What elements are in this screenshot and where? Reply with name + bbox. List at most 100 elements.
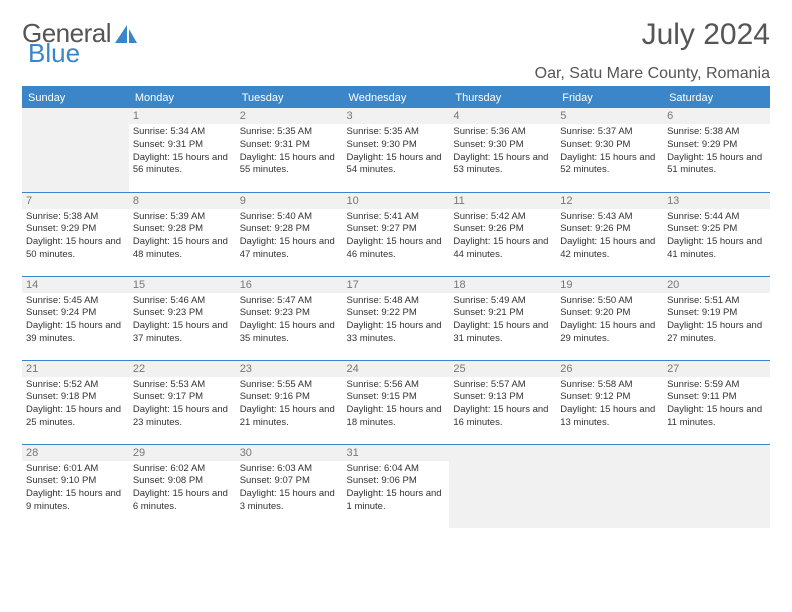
day-number: 20 (663, 277, 770, 293)
day-cell: 18Sunrise: 5:49 AMSunset: 9:21 PMDayligh… (449, 276, 556, 360)
month-title: July 2024 (642, 18, 770, 52)
day-cell: 17 Sunrise: 5:48 AMSunset: 9:22 PMDayligh… (343, 276, 450, 360)
day-number: 27 (663, 361, 770, 377)
day-cell: 19 Sunrise: 5:50 AMSunset: 9:20 PMDayligh… (556, 276, 663, 360)
day-number: 7 (22, 193, 129, 209)
day-cell: 22Sunrise: 5:53 AMSunset: 9:17 PMDayligh… (129, 360, 236, 444)
weekday-header: Thursday (449, 88, 556, 108)
day-number: 6 (663, 108, 770, 124)
day-info: Sunrise: 5:55 AMSunset: 9:16 PMDaylight:… (240, 379, 339, 430)
day-number: 14 (22, 277, 129, 293)
day-info: Sunrise: 5:51 AMSunset: 9:19 PMDaylight:… (667, 295, 766, 346)
day-number: 5 (556, 108, 663, 124)
calendar-row: 21 Sunrise: 5:52 AMSunset: 9:18 PMDayligh… (22, 360, 770, 444)
day-cell: 10 Sunrise: 5:41 AMSunset: 9:27 PMDayligh… (343, 192, 450, 276)
empty-cell (449, 444, 556, 528)
calendar-row: 1 Sunrise: 5:34 AMSunset: 9:31 PMDaylight… (22, 108, 770, 192)
day-info: Sunrise: 5:49 AMSunset: 9:21 PMDaylight:… (453, 295, 552, 346)
weekday-header: Friday (556, 88, 663, 108)
day-cell: 13Sunrise: 5:44 AMSunset: 9:25 PMDayligh… (663, 192, 770, 276)
day-info: Sunrise: 5:53 AMSunset: 9:17 PMDaylight:… (133, 379, 232, 430)
day-cell: 5Sunrise: 5:37 AMSunset: 9:30 PMDaylight… (556, 108, 663, 192)
day-info: Sunrise: 5:45 AMSunset: 9:24 PMDaylight:… (26, 295, 125, 346)
day-number: 28 (22, 445, 129, 461)
day-cell: 16 Sunrise: 5:47 AMSunset: 9:23 PMDayligh… (236, 276, 343, 360)
day-number: 23 (236, 361, 343, 377)
day-info: Sunrise: 5:36 AMSunset: 9:30 PMDaylight:… (453, 126, 552, 177)
day-info: Sunrise: 5:38 AMSunset: 9:29 PMDaylight:… (667, 126, 766, 177)
day-number: 2 (236, 108, 343, 124)
day-cell: 14 Sunrise: 5:45 AMSunset: 9:24 PMDayligh… (22, 276, 129, 360)
day-cell: 11Sunrise: 5:42 AMSunset: 9:26 PMDayligh… (449, 192, 556, 276)
day-number: 29 (129, 445, 236, 461)
location-text: Oar, Satu Mare County, Romania (535, 65, 770, 82)
day-cell: 21 Sunrise: 5:52 AMSunset: 9:18 PMDayligh… (22, 360, 129, 444)
day-info: Sunrise: 5:39 AMSunset: 9:28 PMDaylight:… (133, 211, 232, 262)
day-info: Sunrise: 5:57 AMSunset: 9:13 PMDaylight:… (453, 379, 552, 430)
day-info: Sunrise: 5:41 AMSunset: 9:27 PMDaylight:… (347, 211, 446, 262)
day-info: Sunrise: 5:35 AMSunset: 9:30 PMDaylight:… (347, 126, 446, 177)
day-cell: 1 Sunrise: 5:34 AMSunset: 9:31 PMDaylight… (129, 108, 236, 192)
day-cell: 27 Sunrise: 5:59 AMSunset: 9:11 PMDayligh… (663, 360, 770, 444)
empty-cell (663, 444, 770, 528)
day-info: Sunrise: 5:47 AMSunset: 9:23 PMDaylight:… (240, 295, 339, 346)
day-number: 19 (556, 277, 663, 293)
day-info: Sunrise: 5:46 AMSunset: 9:23 PMDaylight:… (133, 295, 232, 346)
day-info: Sunrise: 5:52 AMSunset: 9:18 PMDaylight:… (26, 379, 125, 430)
empty-cell (22, 108, 129, 192)
weekday-header-row: SundayMondayTuesdayWednesdayThursdayFrid… (22, 88, 770, 108)
day-number: 21 (22, 361, 129, 377)
day-number: 16 (236, 277, 343, 293)
weekday-header: Sunday (22, 88, 129, 108)
day-info: Sunrise: 5:42 AMSunset: 9:26 PMDaylight:… (453, 211, 552, 262)
day-number: 24 (343, 361, 450, 377)
day-cell: 31Sunrise: 6:04 AMSunset: 9:06 PMDayligh… (343, 444, 450, 528)
day-cell: 29 Sunrise: 6:02 AMSunset: 9:08 PMDayligh… (129, 444, 236, 528)
calendar-row: 7Sunrise: 5:38 AMSunset: 9:29 PMDaylight… (22, 192, 770, 276)
day-info: Sunrise: 5:58 AMSunset: 9:12 PMDaylight:… (560, 379, 659, 430)
day-number: 25 (449, 361, 556, 377)
calendar-row: 14 Sunrise: 5:45 AMSunset: 9:24 PMDayligh… (22, 276, 770, 360)
day-info: Sunrise: 6:04 AMSunset: 9:06 PMDaylight:… (347, 463, 446, 514)
day-number: 17 (343, 277, 450, 293)
day-number: 30 (236, 445, 343, 461)
day-number: 26 (556, 361, 663, 377)
day-number: 13 (663, 193, 770, 209)
day-cell: 9 Sunrise: 5:40 AMSunset: 9:28 PMDaylight… (236, 192, 343, 276)
weekday-header: Saturday (663, 88, 770, 108)
day-info: Sunrise: 5:40 AMSunset: 9:28 PMDaylight:… (240, 211, 339, 262)
title-block: July 2024 (642, 18, 770, 52)
day-info: Sunrise: 5:48 AMSunset: 9:22 PMDaylight:… (347, 295, 446, 346)
day-cell: 2Sunrise: 5:35 AMSunset: 9:31 PMDaylight… (236, 108, 343, 192)
calendar-table: SundayMondayTuesdayWednesdayThursdayFrid… (22, 88, 770, 528)
day-cell: 12Sunrise: 5:43 AMSunset: 9:26 PMDayligh… (556, 192, 663, 276)
day-cell: 26 Sunrise: 5:58 AMSunset: 9:12 PMDayligh… (556, 360, 663, 444)
day-info: Sunrise: 5:59 AMSunset: 9:11 PMDaylight:… (667, 379, 766, 430)
day-number: 1 (129, 108, 236, 124)
day-cell: 6 Sunrise: 5:38 AMSunset: 9:29 PMDaylight… (663, 108, 770, 192)
day-info: Sunrise: 5:43 AMSunset: 9:26 PMDaylight:… (560, 211, 659, 262)
day-cell: 4 Sunrise: 5:36 AMSunset: 9:30 PMDaylight… (449, 108, 556, 192)
day-number: 15 (129, 277, 236, 293)
day-number: 9 (236, 193, 343, 209)
day-info: Sunrise: 6:01 AMSunset: 9:10 PMDaylight:… (26, 463, 125, 514)
day-cell: 7Sunrise: 5:38 AMSunset: 9:29 PMDaylight… (22, 192, 129, 276)
weekday-header: Monday (129, 88, 236, 108)
day-number: 10 (343, 193, 450, 209)
day-cell: 30Sunrise: 6:03 AMSunset: 9:07 PMDayligh… (236, 444, 343, 528)
day-number: 8 (129, 193, 236, 209)
day-info: Sunrise: 5:50 AMSunset: 9:20 PMDaylight:… (560, 295, 659, 346)
day-cell: 24 Sunrise: 5:56 AMSunset: 9:15 PMDayligh… (343, 360, 450, 444)
day-number: 3 (343, 108, 450, 124)
day-info: Sunrise: 5:56 AMSunset: 9:15 PMDaylight:… (347, 379, 446, 430)
day-cell: 20 Sunrise: 5:51 AMSunset: 9:19 PMDayligh… (663, 276, 770, 360)
weekday-header: Wednesday (343, 88, 450, 108)
day-cell: 28 Sunrise: 6:01 AMSunset: 9:10 PMDayligh… (22, 444, 129, 528)
calendar-body: 1 Sunrise: 5:34 AMSunset: 9:31 PMDaylight… (22, 108, 770, 528)
day-number: 4 (449, 108, 556, 124)
day-cell: 23 Sunrise: 5:55 AMSunset: 9:16 PMDayligh… (236, 360, 343, 444)
weekday-header: Tuesday (236, 88, 343, 108)
day-cell: 25 Sunrise: 5:57 AMSunset: 9:13 PMDayligh… (449, 360, 556, 444)
day-info: Sunrise: 5:34 AMSunset: 9:31 PMDaylight:… (133, 126, 232, 177)
day-info: Sunrise: 6:02 AMSunset: 9:08 PMDaylight:… (133, 463, 232, 514)
